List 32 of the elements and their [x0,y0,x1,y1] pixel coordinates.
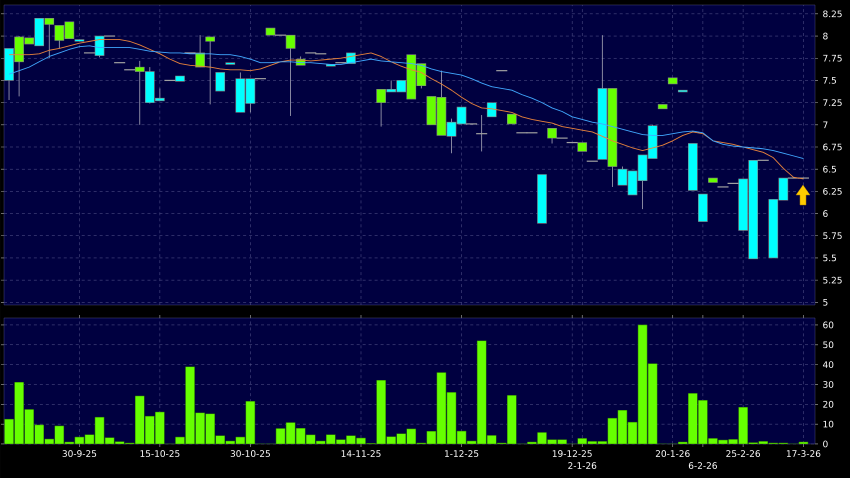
y-tick-label: 6.25 [823,188,842,195]
y-tick-label: 7.25 [823,99,842,106]
x-tick-label: 2-1-26 [568,462,596,469]
y-tick-label: 6 [823,210,828,217]
y-tick-label: 30 [823,381,834,388]
y-tick-label: 0 [823,440,828,448]
y-tick-label: 20 [823,400,834,408]
x-tick-label: 19-12-25 [552,450,592,457]
x-tick-label: 1-12-25 [445,450,478,457]
x-tick-label: 20-1-26 [656,450,690,457]
y-tick-label: 8 [823,32,828,40]
y-tick-label: 6.5 [823,166,836,173]
y-tick-label: 6.75 [823,144,842,150]
y-tick-label: 5 [823,298,828,306]
x-tick-label: 14-11-25 [342,450,381,457]
x-tick-label: 17-3-26 [786,450,820,457]
x-tick-label: 30-9-25 [62,450,96,457]
x-tick-label: 6-2-26 [688,462,717,469]
y-tick-label: 8.25 [823,10,842,18]
y-tick-label: 10 [824,420,834,428]
x-tick-label: 15-10-25 [140,450,180,457]
y-tick-label: 50 [823,341,834,348]
y-tick-label: 7 [823,122,828,128]
x-tick-label: 30-10-25 [230,450,270,457]
y-tick-label: 7.5 [823,77,836,84]
y-tick-label: 60 [823,322,834,328]
y-tick-label: 5.75 [823,232,842,240]
x-tick-label: 25-2-26 [726,450,760,457]
y-tick-label: 40 [822,361,834,368]
y-tick-label: 5.25 [823,276,842,284]
y-tick-label: 5.5 [823,254,836,262]
y-tick-label: 7.75 [823,54,842,62]
